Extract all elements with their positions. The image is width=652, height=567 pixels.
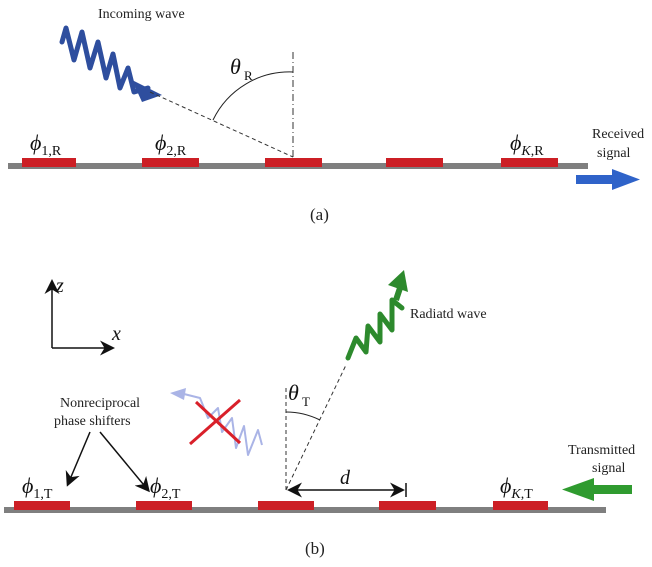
phi-k-r: ϕK,R (510, 130, 544, 159)
pointer-arrow-1 (65, 431, 91, 487)
axes-icon (44, 279, 115, 356)
transmitted-arrow-icon (562, 478, 632, 501)
phi-2-t: ϕ2,T (150, 473, 181, 502)
element-b-4 (379, 501, 436, 510)
caption-b: (b) (305, 539, 325, 558)
phi-2-r: ϕ2,R (155, 130, 187, 159)
incoming-wave-icon (59, 25, 162, 102)
element-b-3 (258, 501, 314, 510)
radiated-wave-icon (345, 270, 408, 361)
element-a-5 (501, 158, 558, 167)
caption-a: (a) (310, 205, 329, 224)
element-b-1 (14, 501, 70, 510)
element-b-5 (493, 501, 548, 510)
phi-1-t: ϕ1,T (22, 473, 53, 502)
received-label-line1: Received (592, 127, 644, 142)
panel-b: z x Radiatd wave θ T Nonreciprocal phase… (4, 270, 635, 558)
phi-1-r: ϕ1,R (30, 130, 62, 159)
nonreciprocal-label-line2: phase shifters (54, 414, 131, 429)
element-a-1 (22, 158, 76, 167)
element-a-2 (142, 158, 199, 167)
phi-k-t: ϕK,T (500, 473, 533, 502)
nonreciprocal-label-line1: Nonreciprocal (60, 396, 140, 411)
transmitted-label-line2: signal (592, 461, 626, 476)
transmitted-label-line1: Transmitted (568, 443, 635, 458)
d-label: d (340, 467, 351, 489)
received-arrow-icon (576, 169, 640, 190)
axis-x-label: x (111, 323, 121, 345)
pointer-arrow-2 (99, 431, 150, 493)
radiated-wave-label: Radiatd wave (410, 307, 487, 322)
element-a-3 (265, 158, 322, 167)
element-b-2 (136, 501, 192, 510)
theta-t-symbol: θ (288, 380, 299, 405)
element-a-4 (386, 158, 443, 167)
radiation-line (285, 364, 347, 491)
cross-icon (189, 398, 242, 446)
theta-r-sub: R (244, 68, 253, 83)
incidence-line (149, 91, 294, 158)
incoming-wave-label: Incoming wave (98, 7, 185, 22)
theta-t-sub: T (302, 394, 310, 409)
theta-t-arc (285, 411, 321, 421)
received-label-line2: signal (597, 146, 631, 161)
axis-z-label: z (55, 275, 64, 297)
panel-a: Incoming wave θ R ϕ1,R ϕ2,R ϕK,R (8, 7, 644, 224)
theta-r-arc (212, 71, 294, 121)
theta-r-symbol: θ (230, 54, 241, 79)
